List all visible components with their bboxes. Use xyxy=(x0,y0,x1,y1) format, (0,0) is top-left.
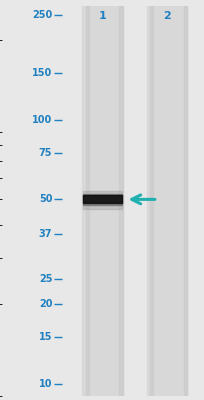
Text: 250: 250 xyxy=(32,10,52,20)
Bar xyxy=(119,6,122,396)
Bar xyxy=(149,6,152,396)
Text: 75: 75 xyxy=(39,148,52,158)
Text: 2: 2 xyxy=(162,11,170,21)
Text: 20: 20 xyxy=(39,300,52,310)
Bar xyxy=(85,6,88,396)
Text: 150: 150 xyxy=(32,68,52,78)
Bar xyxy=(183,6,186,396)
Text: 37: 37 xyxy=(39,229,52,239)
Bar xyxy=(83,190,121,209)
Text: 25: 25 xyxy=(39,274,52,284)
Text: 50: 50 xyxy=(39,194,52,204)
Text: 1: 1 xyxy=(98,11,106,21)
Bar xyxy=(82,6,122,396)
Bar xyxy=(146,6,186,396)
Text: 10: 10 xyxy=(39,379,52,389)
Bar xyxy=(83,196,121,204)
Text: 15: 15 xyxy=(39,332,52,342)
Text: 100: 100 xyxy=(32,115,52,125)
Bar xyxy=(83,194,121,205)
